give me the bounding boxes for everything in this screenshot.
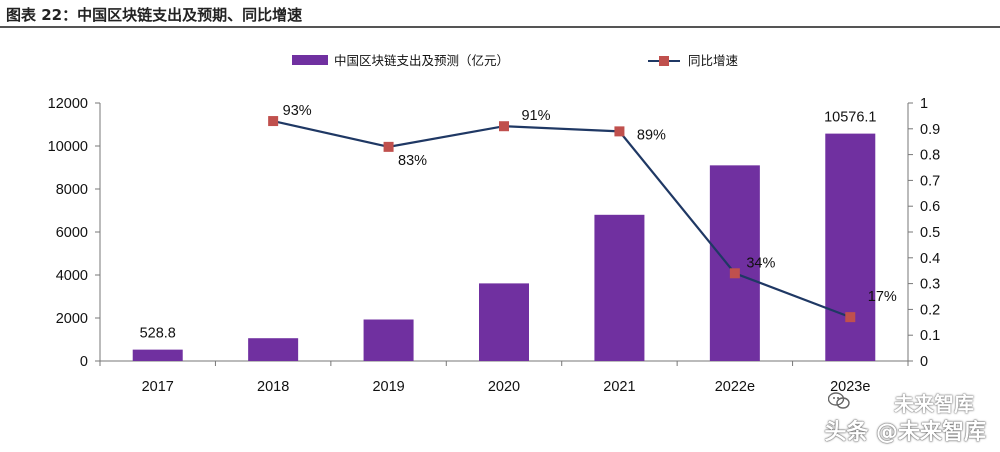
growth-line — [272, 119, 851, 319]
bar — [479, 283, 529, 361]
right-tick-label: 0.1 — [920, 328, 940, 344]
line-data-label: 93% — [283, 103, 312, 119]
line-point — [729, 268, 740, 279]
x-tick-label: 2019 — [372, 379, 404, 395]
title-rule — [0, 26, 1000, 28]
left-tick-label: 10000 — [48, 139, 88, 155]
line-data-label: 17% — [868, 289, 897, 305]
bar-data-label: 10576.1 — [824, 110, 876, 126]
left-tick-label: 8000 — [56, 182, 88, 198]
right-tick-label: 1 — [920, 96, 928, 112]
line-data-label: 83% — [398, 153, 427, 169]
right-tick-label: 0.8 — [920, 148, 940, 164]
bar — [825, 133, 876, 361]
bar — [594, 214, 645, 361]
left-tick-label: 12000 — [48, 96, 88, 112]
legend-swatch-bar — [292, 55, 328, 65]
line-point — [614, 126, 625, 137]
bar-data-label: 528.8 — [140, 326, 176, 342]
line-data-label: 91% — [521, 108, 550, 124]
x-tick-label: 2022e — [715, 379, 755, 395]
right-tick-label: 0.7 — [920, 173, 940, 189]
bar — [709, 165, 760, 361]
right-tick-label: 0.2 — [920, 302, 940, 318]
figure-title: 图表 22：中国区块链支出及预期、同比增速 — [6, 6, 303, 24]
x-tick-label: 2021 — [603, 379, 635, 395]
wechat-icon — [828, 392, 850, 409]
right-tick-label: 0.3 — [920, 277, 940, 293]
right-tick-label: 0.4 — [920, 251, 940, 267]
x-tick-label: 2020 — [488, 379, 520, 395]
bar-series: 528.8 10576.1 — [132, 110, 876, 361]
legend-label-bar: 中国区块链支出及预测（亿元） — [334, 53, 509, 68]
legend: 中国区块链支出及预测（亿元） 同比增速 — [292, 53, 739, 68]
right-tick-label: 0.6 — [920, 199, 940, 215]
line-point — [268, 116, 279, 127]
bar — [363, 319, 414, 361]
line-point — [383, 141, 394, 152]
left-tick-label: 6000 — [56, 225, 88, 241]
x-tick-label: 2017 — [142, 379, 174, 395]
right-tick-label: 0 — [920, 354, 928, 370]
line-data-label: 34% — [746, 255, 775, 271]
line-point — [845, 312, 856, 323]
watermark-line1: 未来智库 — [894, 392, 974, 416]
legend-swatch-marker — [659, 56, 669, 66]
left-tick-label: 0 — [80, 354, 88, 370]
x-tick-label: 2018 — [257, 379, 289, 395]
watermark-line2: 头条 @未来智库 — [824, 420, 986, 445]
line-point — [499, 121, 509, 132]
right-tick-label: 0.5 — [920, 225, 940, 241]
left-tick-label: 2000 — [56, 311, 88, 327]
line-data-label: 89% — [637, 127, 666, 143]
x-tick-label: 2023e — [830, 379, 870, 395]
legend-label-line: 同比增速 — [688, 53, 739, 68]
bar — [132, 349, 183, 361]
right-tick-label: 0.9 — [920, 122, 940, 138]
bar — [248, 338, 299, 361]
line-series: 93% 83% 91% 89% 34% 17% — [268, 103, 897, 323]
left-tick-label: 4000 — [56, 268, 88, 284]
